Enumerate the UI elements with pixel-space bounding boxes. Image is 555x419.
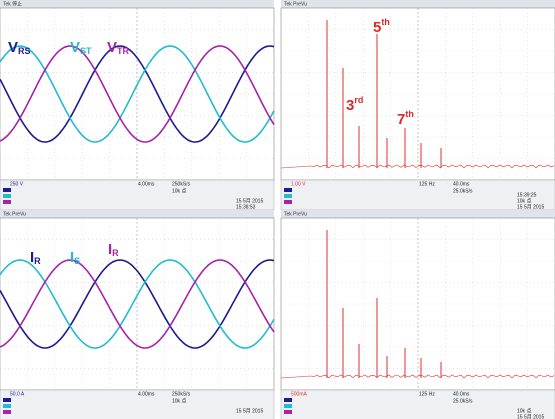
label-main: V	[107, 39, 117, 56]
status-text: 40.0ms	[453, 181, 470, 187]
status-text: 250 V	[10, 181, 24, 187]
header-bar	[0, 0, 274, 8]
status-text: 15 5月 2015	[236, 408, 263, 414]
label-sub: TR	[117, 46, 129, 56]
label-sub: R	[112, 248, 119, 258]
status-text: 50.0 A	[10, 391, 25, 397]
scope-collage: Tek 停止VRSVSTVTR250 V4.00ms250kS/s10k 点15…	[0, 0, 555, 419]
label-sub: th	[381, 17, 390, 27]
channel-chip	[3, 194, 11, 198]
status-text: 15:38:53	[236, 204, 256, 210]
label-sub: RS	[18, 46, 31, 56]
status-text: 40.0ms	[453, 391, 470, 397]
status-text: 250kS/s	[172, 391, 191, 397]
status-text: 125 Hz	[419, 391, 435, 397]
status-bar	[281, 390, 555, 419]
status-text: 10k 点	[172, 398, 186, 404]
status-text: 10k 点	[172, 188, 186, 194]
channel-chip	[284, 194, 292, 198]
label-main: V	[8, 39, 18, 56]
status-text: 1.00 V	[291, 181, 306, 187]
status-text: 25.0kS/s	[453, 398, 473, 404]
status-text: 4.00ms	[138, 391, 155, 397]
channel-chip	[3, 200, 11, 204]
status-text: 4.00ms	[138, 181, 155, 187]
status-text: 15 5月 2015	[517, 204, 544, 210]
label-main: 5	[373, 19, 381, 36]
label-sub: rd	[354, 95, 363, 105]
status-bar	[0, 180, 274, 210]
panel-header: Tek PreVu	[3, 211, 26, 217]
status-bar	[0, 390, 274, 419]
status-text: 250kS/s	[172, 181, 191, 187]
label-main: 3	[346, 97, 354, 114]
channel-chip	[3, 188, 11, 192]
channel-chip	[3, 410, 11, 414]
status-text: 15:39:25	[517, 192, 537, 198]
header-bar	[281, 0, 555, 8]
channel-chip	[284, 398, 292, 402]
label-sub: S	[74, 256, 80, 266]
channel-chip	[3, 398, 11, 402]
status-bar	[281, 180, 555, 210]
header-bar	[0, 210, 274, 218]
label-sub: ST	[80, 46, 92, 56]
status-text: 500mA	[291, 391, 308, 397]
panel-header: Tek 停止	[3, 0, 22, 7]
channel-chip	[284, 200, 292, 204]
header-bar	[281, 210, 555, 218]
status-text: 25.0kS/s	[453, 188, 473, 194]
label-main: V	[70, 39, 80, 56]
status-text: 15 5月 2015	[517, 414, 544, 419]
channel-chip	[3, 404, 11, 408]
label-sub: th	[405, 109, 414, 119]
label-main: 7	[397, 111, 405, 128]
panel-header: Tek PreVu	[284, 211, 307, 217]
label-sub: R	[34, 256, 41, 266]
panel-header: Tek PreVu	[284, 1, 307, 7]
channel-chip	[284, 410, 292, 414]
channel-chip	[284, 188, 292, 192]
status-text: 125 Hz	[419, 181, 435, 187]
channel-chip	[284, 404, 292, 408]
